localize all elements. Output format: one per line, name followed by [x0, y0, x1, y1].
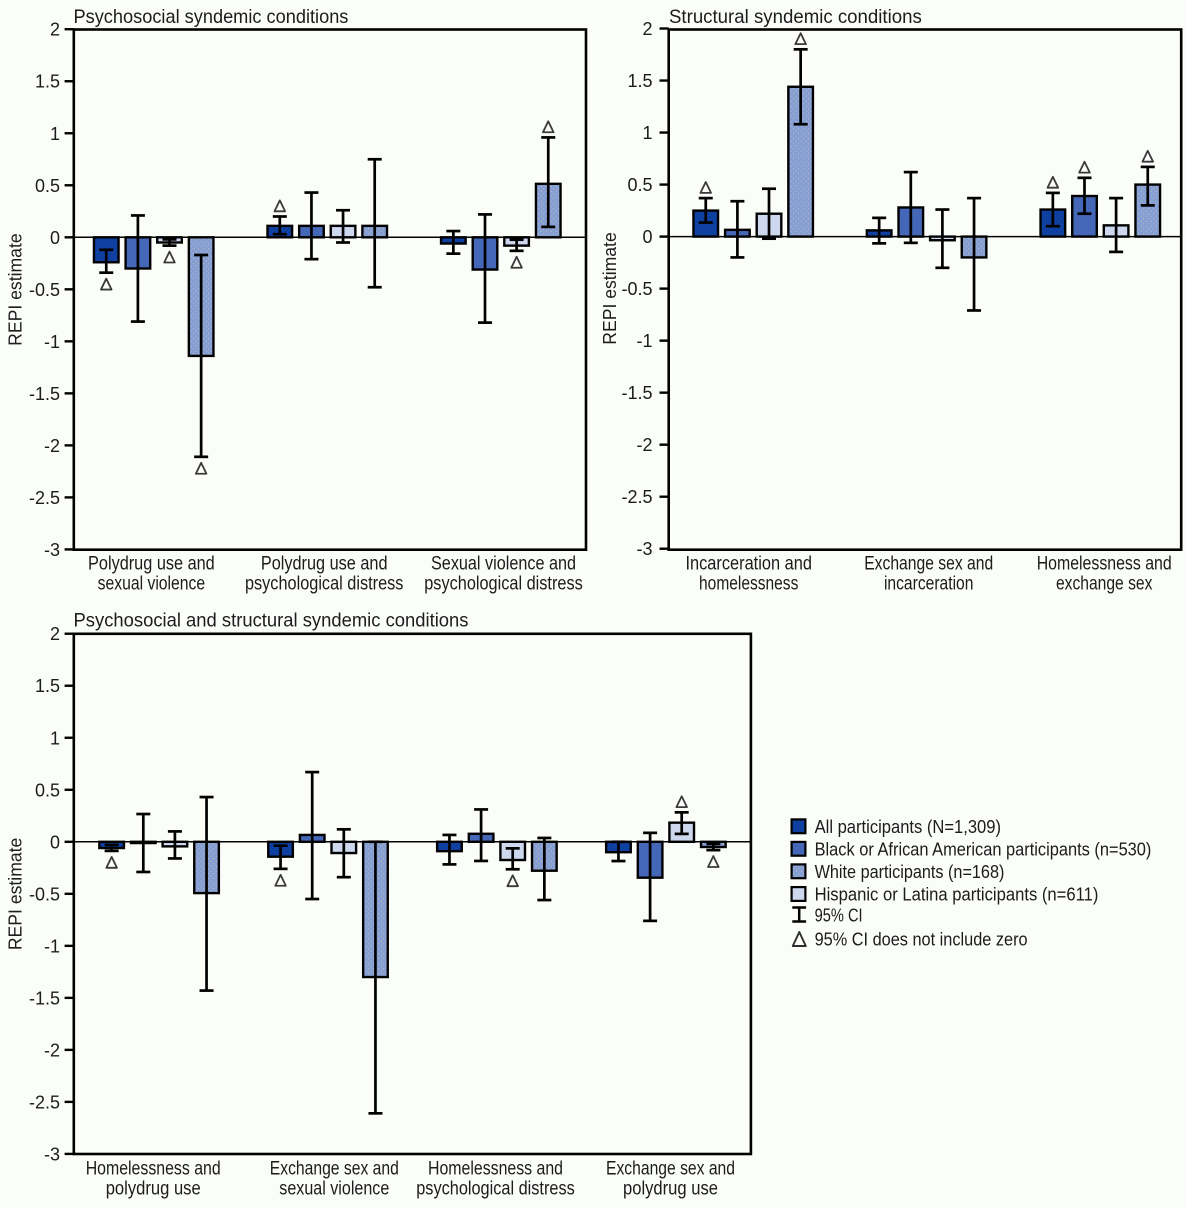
- svg-text:-1.5: -1.5: [29, 988, 60, 1008]
- svg-text:0: 0: [50, 832, 60, 852]
- svg-text:-0.5: -0.5: [621, 279, 652, 299]
- svg-text:REPI estimate: REPI estimate: [5, 838, 26, 951]
- svg-text:Exchange sex and: Exchange sex and: [606, 1159, 735, 1180]
- svg-text:sexual violence: sexual violence: [279, 1179, 389, 1200]
- svg-text:2: 2: [50, 624, 60, 644]
- svg-text:1: 1: [50, 124, 60, 144]
- svg-text:-1.5: -1.5: [621, 383, 652, 403]
- svg-text:-2: -2: [636, 435, 652, 455]
- svg-text:incarceration: incarceration: [884, 574, 974, 595]
- svg-text:2: 2: [642, 19, 652, 39]
- svg-text:Incarceration and: Incarceration and: [685, 553, 812, 574]
- svg-text:-3: -3: [636, 539, 652, 559]
- svg-text:Hispanic or Latina participant: Hispanic or Latina participants (n=611): [815, 884, 1099, 905]
- svg-text:White participants (n=168): White participants (n=168): [815, 861, 1005, 882]
- svg-text:-2.5: -2.5: [621, 487, 652, 507]
- svg-text:Structural syndemic conditions: Structural syndemic conditions: [669, 6, 922, 28]
- svg-text:-3: -3: [44, 540, 60, 560]
- svg-text:psychological distress: psychological distress: [245, 574, 404, 595]
- svg-text:1: 1: [50, 728, 60, 748]
- svg-text:1: 1: [642, 123, 652, 143]
- svg-text:Polydrug use and: Polydrug use and: [261, 553, 388, 574]
- svg-text:0.5: 0.5: [35, 780, 60, 800]
- svg-text:Psychosocial syndemic conditio: Psychosocial syndemic conditions: [74, 6, 349, 28]
- svg-text:-2.5: -2.5: [29, 488, 60, 508]
- svg-text:95% CI: 95% CI: [815, 904, 863, 925]
- svg-text:Sexual violence and: Sexual violence and: [431, 553, 576, 574]
- svg-text:psychological distress: psychological distress: [424, 574, 583, 595]
- svg-text:polydrug use: polydrug use: [623, 1179, 718, 1200]
- svg-text:1.5: 1.5: [35, 676, 60, 696]
- svg-text:-1: -1: [636, 331, 652, 351]
- svg-text:-0.5: -0.5: [29, 884, 60, 904]
- svg-text:polydrug use: polydrug use: [106, 1179, 201, 1200]
- svg-text:REPI estimate: REPI estimate: [599, 232, 620, 345]
- svg-text:Exchange sex and: Exchange sex and: [864, 553, 993, 574]
- svg-text:95% CI does not include zero: 95% CI does not include zero: [815, 928, 1028, 949]
- svg-text:homelessness: homelessness: [699, 574, 798, 595]
- svg-text:Homelessness and: Homelessness and: [86, 1159, 221, 1180]
- svg-text:Psychosocial and structural sy: Psychosocial and structural syndemic con…: [74, 609, 469, 631]
- svg-text:-2: -2: [44, 1040, 60, 1060]
- svg-text:REPI estimate: REPI estimate: [5, 233, 26, 346]
- svg-text:Exchange sex and: Exchange sex and: [270, 1159, 399, 1180]
- svg-text:-3: -3: [44, 1144, 60, 1164]
- svg-text:All participants (N=1,309): All participants (N=1,309): [815, 816, 1001, 837]
- svg-text:-2.5: -2.5: [29, 1092, 60, 1112]
- svg-text:Polydrug use and: Polydrug use and: [88, 553, 215, 574]
- svg-text:Homelessness and: Homelessness and: [428, 1159, 563, 1180]
- svg-text:-1: -1: [44, 936, 60, 956]
- svg-text:0.5: 0.5: [35, 176, 60, 196]
- svg-text:Homelessness and: Homelessness and: [1037, 553, 1172, 574]
- svg-text:0: 0: [50, 228, 60, 248]
- svg-text:-1.5: -1.5: [29, 384, 60, 404]
- svg-text:-0.5: -0.5: [29, 280, 60, 300]
- svg-text:0.5: 0.5: [627, 175, 652, 195]
- svg-text:sexual violence: sexual violence: [98, 574, 206, 595]
- svg-text:Black or African American part: Black or African American participants (…: [815, 838, 1152, 859]
- svg-text:-2: -2: [44, 436, 60, 456]
- svg-text:0: 0: [642, 227, 652, 247]
- svg-text:1.5: 1.5: [627, 71, 652, 91]
- svg-text:-1: -1: [44, 332, 60, 352]
- svg-text:psychological distress: psychological distress: [416, 1179, 575, 1200]
- svg-text:2: 2: [50, 20, 60, 40]
- svg-text:1.5: 1.5: [35, 72, 60, 92]
- svg-text:exchange sex: exchange sex: [1056, 574, 1153, 595]
